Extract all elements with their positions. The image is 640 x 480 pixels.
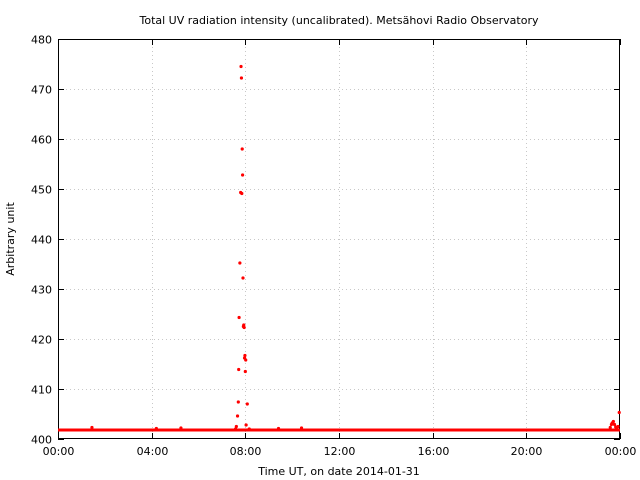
data-point — [245, 402, 249, 406]
y-tick-label: 410 — [31, 384, 52, 397]
data-point — [233, 427, 238, 431]
data-point — [90, 425, 94, 430]
data-point — [236, 400, 240, 404]
data-point — [616, 424, 620, 429]
data-point — [243, 353, 247, 358]
data-point — [238, 261, 242, 265]
x-axis-label: Time UT, on date 2014-01-31 — [257, 465, 420, 478]
y-tick-labels: 400 410 420 430 440 450 460 470 480 — [31, 34, 52, 447]
data-point — [240, 191, 244, 196]
grid-lines — [58, 39, 620, 439]
y-tick-label: 480 — [31, 34, 52, 47]
y-tick-label: 420 — [31, 334, 52, 347]
axis-ticks — [58, 39, 621, 440]
data-point — [242, 325, 246, 330]
data-point — [237, 367, 241, 372]
y-tick-label: 400 — [31, 434, 52, 447]
data-point — [235, 414, 240, 418]
data-point — [247, 427, 251, 431]
x-tick-label: 00:00 — [43, 445, 75, 458]
data-point — [299, 426, 304, 430]
y-tick-label: 450 — [31, 184, 52, 197]
y-tick-label: 430 — [31, 284, 52, 297]
data-point — [243, 369, 247, 374]
x-tick-label: 08:00 — [230, 445, 262, 458]
y-tick-label: 440 — [31, 234, 52, 247]
data-point — [608, 425, 612, 430]
data-point — [244, 423, 248, 427]
x-tick-label: 04:00 — [137, 445, 169, 458]
data-point — [239, 76, 244, 80]
x-tick-label: 16:00 — [418, 445, 450, 458]
data-point — [612, 422, 617, 427]
data-point — [241, 276, 245, 280]
y-tick-label: 470 — [31, 84, 52, 97]
data-point — [242, 323, 246, 327]
x-tick-label: 12:00 — [324, 445, 356, 458]
chart-title: Total UV radiation intensity (uncalibrat… — [139, 14, 539, 27]
x-tick-label: 20:00 — [511, 445, 543, 458]
data-point — [244, 358, 248, 362]
data-point — [276, 426, 281, 431]
data-point — [234, 424, 238, 429]
x-tick-label: 00:00 — [605, 445, 637, 458]
data-point — [237, 315, 241, 320]
data-point — [179, 426, 183, 430]
data-point — [617, 410, 621, 415]
data-point — [611, 419, 615, 424]
y-tick-label: 460 — [31, 134, 52, 147]
data-point — [154, 426, 158, 431]
x-tick-labels: 00:00 04:00 08:00 12:00 16:00 20:00 00:00 — [43, 445, 637, 458]
data-points — [90, 64, 621, 431]
data-point — [240, 147, 244, 151]
y-axis-label: Arbitrary unit — [4, 202, 17, 276]
data-point — [239, 64, 243, 69]
data-point — [241, 173, 245, 177]
